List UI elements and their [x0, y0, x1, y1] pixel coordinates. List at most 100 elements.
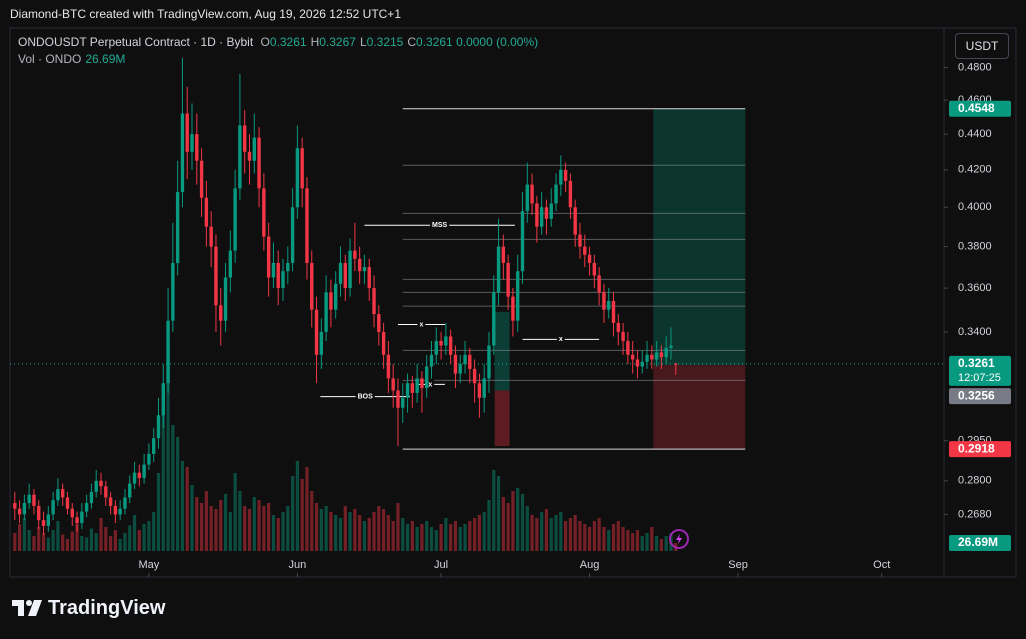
currency-button[interactable]: USDT — [955, 33, 1009, 59]
mini-position-profit-zone — [494, 311, 510, 391]
candle-body — [559, 169, 563, 185]
candle-body — [185, 113, 189, 152]
candle-body — [348, 250, 352, 289]
x-tick-label: May — [139, 559, 160, 571]
candle-body — [295, 148, 300, 208]
volume-bar — [391, 521, 395, 551]
volume-bar — [161, 401, 165, 551]
volume-bar — [405, 524, 410, 551]
alert-icon[interactable] — [669, 529, 689, 549]
candle-body — [568, 180, 573, 208]
volume-bar — [271, 515, 276, 551]
volume-bar — [420, 524, 424, 551]
alert-icon-ring — [669, 529, 689, 549]
candle-body — [458, 364, 462, 374]
volume-bar — [41, 533, 46, 551]
structure-label: x — [559, 336, 563, 343]
mini-position-loss-zone — [494, 390, 510, 447]
candle-body — [262, 188, 266, 237]
y-tick-label: 0.4400 — [958, 128, 992, 140]
volume-bar — [444, 518, 448, 551]
volume-bar — [635, 530, 640, 551]
candle-body — [539, 207, 544, 227]
volume-bar — [525, 506, 529, 551]
volume-bar — [626, 530, 630, 551]
logo-icon-part — [12, 600, 24, 616]
candle-body — [271, 262, 276, 278]
candle-body — [650, 354, 654, 360]
volume-bar — [51, 530, 55, 551]
candle-body — [199, 160, 204, 198]
volume-bar — [142, 524, 146, 551]
volume-bar — [295, 461, 299, 551]
structure-label-bg — [355, 391, 375, 402]
candle-body — [290, 207, 295, 263]
candle-body — [190, 134, 194, 152]
candle-body — [334, 283, 338, 310]
volume-bar — [17, 524, 22, 551]
volume-bar — [128, 525, 132, 551]
candle-body — [310, 262, 314, 310]
candle-body — [171, 262, 175, 321]
candle-body — [621, 331, 625, 341]
candle-body — [611, 300, 616, 323]
volume-bar — [314, 503, 319, 551]
volume-bar — [118, 539, 122, 551]
volume-bar — [382, 509, 386, 551]
candle-body — [22, 503, 27, 515]
candle-body — [319, 331, 324, 355]
volume-bar — [61, 534, 65, 551]
x-tick-label: Sep — [728, 559, 748, 571]
structure-label-bg — [417, 319, 426, 330]
volume-bar — [453, 521, 458, 551]
candle-body — [563, 169, 568, 181]
volume-bar — [338, 518, 343, 551]
candle-body — [118, 508, 122, 515]
candle-body — [602, 292, 606, 310]
background-layer — [494, 108, 746, 450]
ohlc-value: 0.3215 — [366, 35, 404, 49]
candle-body — [132, 472, 137, 484]
stop-price-box — [949, 441, 1011, 458]
candle-body — [425, 366, 429, 389]
volume-bar — [664, 536, 668, 551]
candle-body — [578, 234, 582, 247]
candle-body — [525, 184, 529, 212]
volume-bar — [578, 521, 582, 551]
volume-bar — [152, 512, 156, 551]
volume-name: Vol · ONDO — [18, 52, 82, 66]
y-tick-label: 0.2800 — [958, 475, 992, 487]
volume-bar — [334, 515, 338, 551]
candle-body — [415, 378, 419, 393]
volume-bar — [176, 437, 180, 551]
candle-body — [161, 383, 165, 416]
volume-bar — [238, 491, 242, 551]
volume-bar — [559, 512, 563, 551]
candle-body — [233, 188, 237, 251]
candle-body — [535, 203, 539, 227]
ohlc-value: 0.3261 — [416, 35, 453, 49]
candle-body — [94, 480, 98, 492]
volume-bar — [429, 527, 434, 551]
structure-label: MSS — [432, 222, 448, 229]
volume-bar — [300, 479, 304, 551]
volume-bar — [592, 521, 596, 551]
candle-body — [477, 383, 482, 398]
volume-bar — [252, 497, 256, 551]
candle-body — [468, 354, 472, 369]
volume-bar — [166, 347, 170, 551]
volume-bar — [645, 533, 649, 551]
volume-bar — [281, 512, 285, 551]
volume-bar — [554, 515, 558, 551]
volume-bar — [190, 485, 194, 551]
candle-body — [75, 517, 79, 524]
volume-bar — [410, 521, 414, 551]
candle-body — [99, 480, 103, 487]
candle-body — [128, 483, 132, 498]
volume-bar — [659, 539, 664, 551]
structure-label: x — [428, 381, 432, 388]
candle-body — [51, 500, 55, 515]
volume-bar — [137, 530, 141, 551]
candle-body — [516, 271, 520, 321]
